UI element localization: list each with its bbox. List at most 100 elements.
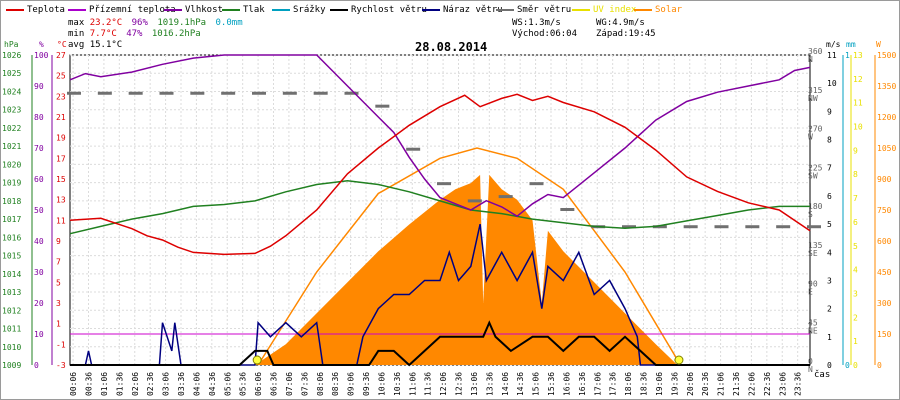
tick-label-wind: 5 bbox=[827, 220, 832, 229]
stat-sunset: Západ:19:45 bbox=[596, 29, 656, 39]
tick-label-wind: 7 bbox=[827, 164, 832, 173]
dir-mark bbox=[252, 91, 266, 95]
dir-mark bbox=[622, 225, 636, 229]
tick-label-press: 1020 bbox=[2, 160, 21, 169]
dir-mark bbox=[97, 91, 112, 95]
legend-item: Srážky bbox=[272, 4, 326, 16]
tick-label-time: 10:06 bbox=[377, 372, 386, 396]
tick-label-solar: 0 bbox=[877, 361, 882, 370]
tick-label-rain: 1 bbox=[845, 51, 850, 60]
tick-label-hum: 10 bbox=[34, 330, 44, 339]
legend-item: Vlhkost bbox=[164, 4, 223, 16]
stat-max: max 23.2°C 96% 1019.1hPa 0.0mm bbox=[68, 18, 243, 28]
tick-label-time: 15:06 bbox=[532, 372, 541, 396]
tick-label-wind: 1 bbox=[827, 333, 832, 342]
tick-label-temp: 5 bbox=[56, 278, 61, 287]
tick-label-time: 02:06 bbox=[131, 372, 140, 396]
legend-item: Rychlost větru bbox=[330, 4, 427, 16]
tick-label-press: 1025 bbox=[2, 69, 21, 78]
tick-label-hum: 50 bbox=[34, 206, 44, 215]
legend-swatch bbox=[68, 8, 86, 11]
chart-title: 28.08.2014 bbox=[415, 40, 488, 54]
tick-label-time: 20:36 bbox=[701, 372, 710, 396]
tick-label-hum: 70 bbox=[34, 144, 44, 153]
dir-mark bbox=[560, 208, 575, 211]
tick-label-wind: 10 bbox=[827, 79, 837, 88]
dir-mark bbox=[67, 91, 81, 95]
tick-label-temp: 9 bbox=[56, 237, 61, 246]
unit-hpa: hPa bbox=[4, 40, 19, 49]
legend-swatch bbox=[6, 8, 24, 11]
tick-label-time: 00:06 bbox=[69, 372, 78, 396]
legend-item: Tlak bbox=[222, 4, 265, 16]
dir-mark bbox=[128, 91, 143, 95]
tick-label-dir-name: SW bbox=[808, 171, 818, 180]
tick-label-temp: 25 bbox=[56, 72, 66, 81]
dir-mark bbox=[159, 91, 174, 95]
tick-label-dir-name: E bbox=[808, 288, 813, 297]
tick-label-temp: -3 bbox=[56, 361, 66, 370]
tick-label-time: 08:06 bbox=[316, 372, 325, 396]
series-humidity bbox=[69, 54, 811, 218]
tick-label-time: 06:36 bbox=[270, 372, 279, 396]
tick-label-solar: 450 bbox=[877, 268, 892, 277]
unit-mm: mm bbox=[846, 40, 856, 49]
sunrise-marker bbox=[252, 355, 262, 365]
legend-label: Přízemní teplota bbox=[89, 5, 176, 15]
dir-mark bbox=[344, 91, 359, 95]
tick-label-press: 1009 bbox=[2, 361, 21, 370]
tick-label-time: 12:36 bbox=[455, 372, 464, 396]
tick-label-wind: 3 bbox=[827, 276, 832, 285]
dir-mark bbox=[406, 147, 421, 151]
unit-cas: čas bbox=[814, 370, 831, 380]
tick-label-press: 1021 bbox=[2, 142, 21, 151]
tick-label-dir: 180 bbox=[808, 202, 823, 211]
tick-label-press: 1015 bbox=[2, 252, 21, 261]
tick-label-press: 1019 bbox=[2, 179, 21, 188]
legend-label: Tlak bbox=[243, 5, 265, 15]
tick-label-press: 1022 bbox=[2, 124, 21, 133]
legend-swatch bbox=[272, 8, 290, 11]
tick-label-time: 03:36 bbox=[177, 372, 186, 396]
tick-label-time: 20:06 bbox=[686, 372, 695, 396]
tick-label-dir: 45 bbox=[808, 318, 818, 327]
tick-label-uv: 7 bbox=[853, 194, 858, 203]
tick-label-time: 02:36 bbox=[146, 372, 155, 396]
series-solar bbox=[255, 174, 678, 365]
tick-label-time: 11:06 bbox=[408, 372, 417, 396]
tick-label-uv: 12 bbox=[853, 75, 863, 84]
tick-label-wind: 6 bbox=[827, 192, 832, 201]
tick-label-solar: 900 bbox=[877, 175, 892, 184]
tick-label-time: 15:36 bbox=[547, 372, 556, 396]
tick-label-time: 14:36 bbox=[516, 372, 525, 396]
tick-label-uv: 2 bbox=[853, 313, 858, 322]
series-wind bbox=[70, 320, 810, 367]
dir-mark bbox=[652, 225, 667, 229]
tick-label-temp: 21 bbox=[56, 113, 66, 122]
dir-mark bbox=[375, 104, 390, 108]
tick-label-uv: 8 bbox=[853, 170, 858, 179]
tick-label-time: 01:36 bbox=[115, 372, 124, 396]
unit-ms: m/s bbox=[826, 40, 841, 49]
dir-mark bbox=[683, 225, 698, 229]
legend-item: Solar bbox=[634, 4, 682, 16]
tick-label-time: 22:36 bbox=[763, 372, 772, 396]
tick-label-time: 14:06 bbox=[501, 372, 510, 396]
tick-label-uv: 13 bbox=[853, 51, 863, 60]
tick-label-hum: 60 bbox=[34, 175, 44, 184]
dir-mark bbox=[282, 91, 297, 95]
tick-label-temp: 1 bbox=[56, 320, 61, 329]
tick-label-uv: 10 bbox=[853, 123, 863, 132]
tick-label-press: 1024 bbox=[2, 87, 21, 96]
series-solar-max bbox=[257, 147, 682, 366]
dir-mark bbox=[498, 195, 513, 199]
tick-label-time: 13:36 bbox=[485, 372, 494, 396]
tick-label-solar: 1200 bbox=[877, 113, 896, 122]
tick-label-dir: 0 bbox=[808, 357, 813, 366]
legend-label: Srážky bbox=[293, 5, 326, 15]
tick-label-time: 04:06 bbox=[192, 372, 201, 396]
tick-label-uv: 1 bbox=[853, 337, 858, 346]
tick-label-press: 1011 bbox=[2, 325, 21, 334]
legend-item: Směr větru bbox=[496, 4, 571, 16]
